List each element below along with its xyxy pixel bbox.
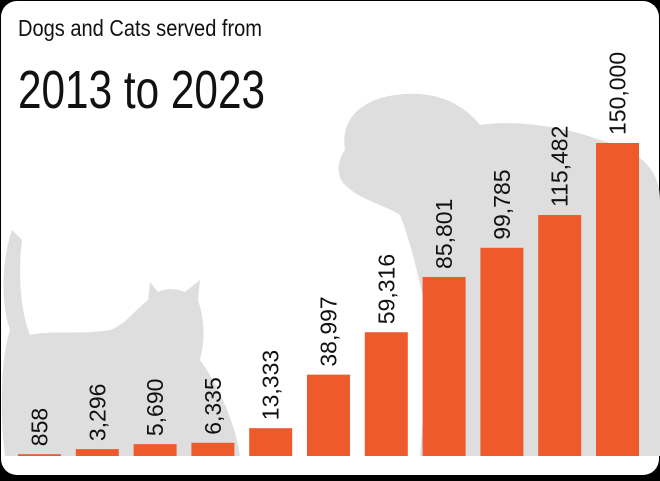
value-label: 99,785	[489, 169, 515, 239]
chart-subtitle: 2013 to 2023	[18, 60, 265, 120]
value-label: 5,690	[142, 379, 168, 437]
bar	[191, 442, 235, 456]
bar	[75, 449, 119, 456]
value-label: 59,316	[373, 254, 399, 324]
chart-title: Dogs and Cats served from	[18, 15, 262, 41]
value-label: 38,997	[316, 296, 342, 366]
bar	[596, 143, 639, 456]
value-label: 115,482	[547, 126, 573, 207]
bar	[422, 276, 466, 456]
value-label: 13,333	[258, 350, 284, 420]
bar	[18, 454, 61, 456]
bar	[538, 215, 582, 456]
value-label: 150,000	[605, 52, 631, 135]
bar	[307, 374, 350, 456]
value-label: 858	[27, 408, 53, 446]
bar	[480, 247, 524, 456]
bar	[364, 332, 408, 456]
value-label: 3,296	[84, 384, 110, 442]
bar	[133, 444, 177, 456]
value-label: 85,801	[431, 199, 457, 269]
value-label: 6,335	[200, 377, 226, 435]
cat-silhouette	[1, 230, 240, 456]
bar	[249, 428, 293, 456]
